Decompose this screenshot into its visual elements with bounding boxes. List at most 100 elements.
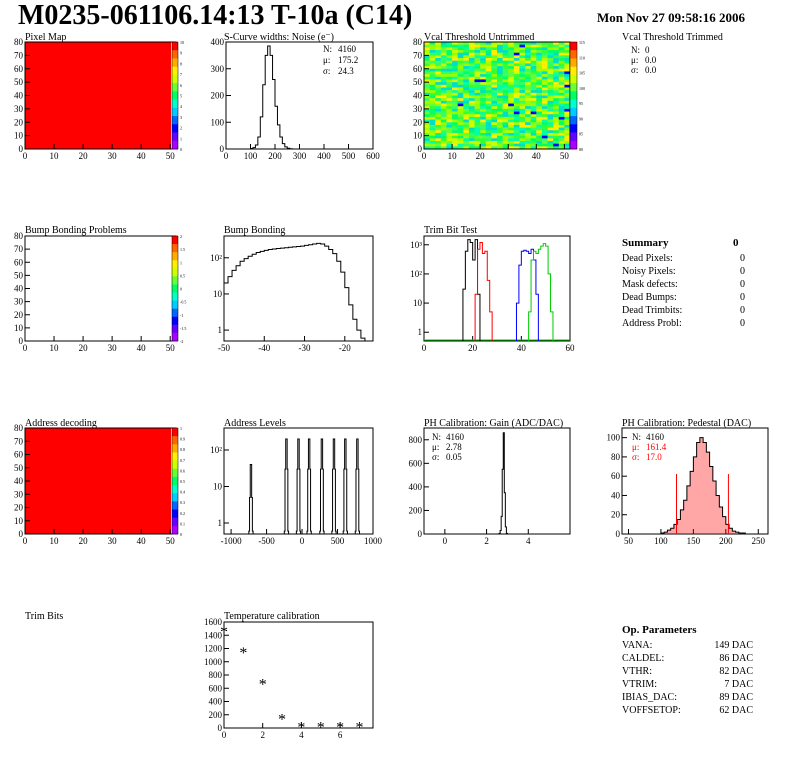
temperature-point: * — [239, 645, 247, 662]
vcal-cell — [502, 76, 509, 80]
vcal-cell — [474, 82, 481, 86]
vcal-cell — [485, 52, 492, 56]
vcal-cell — [424, 103, 430, 107]
vcal-cell — [541, 47, 548, 51]
vcal-cell — [485, 92, 492, 96]
vcal-cell — [474, 87, 481, 91]
vcal-cell — [541, 98, 548, 102]
vcal-cell — [440, 114, 447, 118]
address-level-peak — [331, 438, 337, 534]
x-tick-label: 300 — [293, 151, 307, 161]
vcal-cell — [491, 119, 498, 123]
vcal-cell — [530, 103, 537, 107]
vcal-cell — [547, 68, 554, 72]
ph-pedestal-stat-label: μ: — [632, 442, 639, 452]
vcal-cell — [547, 138, 554, 142]
vcal-cell — [547, 84, 554, 88]
vcal-cell — [485, 130, 492, 134]
y-tick-label: 600 — [209, 683, 223, 693]
vcal-cell — [525, 71, 531, 75]
address-level-peak — [342, 438, 348, 534]
vcal-cell — [553, 47, 560, 51]
vcal-cell — [446, 95, 453, 99]
x-tick-label: -500 — [258, 536, 275, 546]
vcal-cell — [474, 79, 481, 83]
vcal-cell — [553, 74, 560, 78]
x-tick-label: 500 — [342, 151, 356, 161]
vcal-cell — [508, 44, 515, 48]
vcal-cell — [491, 71, 498, 75]
vcal-cell — [446, 50, 453, 53]
vcal-cell — [525, 76, 531, 80]
vcal-cell — [435, 116, 442, 120]
vcal-cell — [513, 92, 520, 96]
vcal-cell — [491, 76, 498, 80]
y-tick-label: 40 — [14, 284, 24, 294]
y-tick-label: 20 — [14, 117, 24, 127]
x-tick-label: -1000 — [221, 536, 242, 546]
vcal-cell — [530, 119, 537, 123]
vcal-cell — [558, 79, 565, 83]
vcal-palette-swatch — [570, 140, 577, 150]
vcal-cell — [547, 146, 554, 150]
vcal-cell — [452, 132, 458, 136]
vcal-cell — [525, 122, 531, 126]
vcal-cell — [536, 108, 543, 112]
pixel-map-palette-swatch — [172, 74, 178, 84]
vcal-cell — [497, 146, 503, 150]
vcal-trimmed-stat-label: μ: — [631, 55, 638, 65]
x-tick-label: 40 — [137, 343, 147, 353]
date-stamp: Mon Nov 27 09:58:16 2006 — [597, 10, 746, 25]
vcal-cell — [502, 74, 509, 78]
y-tick-label: 80 — [413, 37, 423, 47]
y-tick-label: 1 — [218, 518, 223, 528]
s-curve-stat-label: μ: — [323, 55, 330, 65]
vcal-cell — [424, 42, 430, 45]
vcal-cell — [446, 146, 453, 150]
vcal-cell — [541, 66, 548, 70]
vcal-cell — [502, 66, 509, 70]
vcal-cell — [446, 119, 453, 123]
vcal-cell — [536, 47, 543, 51]
vcal-cell — [435, 44, 442, 48]
vcal-cell — [525, 55, 531, 59]
vcal-cell — [440, 146, 447, 150]
vcal-cell — [536, 71, 543, 75]
vcal-cell — [452, 90, 458, 94]
vcal-cell — [440, 100, 447, 104]
vcal-cell — [530, 127, 537, 131]
vcal-cell — [564, 108, 571, 112]
pixel-map-palette-swatch — [172, 116, 178, 125]
y-tick-label: 10 — [413, 131, 423, 141]
vcal-cell — [452, 127, 458, 131]
vcal-cell — [541, 103, 548, 107]
vcal-cell — [446, 52, 453, 56]
x-tick-label: -40 — [258, 343, 270, 353]
y-tick-label: 1600 — [204, 617, 223, 627]
vcal-cell — [457, 103, 464, 107]
vcal-cell — [564, 55, 571, 59]
vcal-cell — [558, 100, 565, 104]
vcal-cell — [497, 68, 503, 72]
y-tick-label: 50 — [413, 77, 423, 87]
vcal-cell — [491, 143, 498, 147]
address-decoding-palette-label: 0.2 — [180, 511, 185, 516]
vcal-cell — [485, 87, 492, 91]
vcal-cell — [513, 138, 520, 142]
vcal-cell — [547, 58, 554, 62]
vcal-cell — [429, 135, 436, 139]
vcal-cell — [530, 100, 537, 104]
vcal-cell — [536, 95, 543, 99]
y-tick-label: 80 — [14, 231, 24, 241]
vcal-cell — [474, 140, 481, 144]
vcal-cell — [541, 146, 548, 150]
vcal-cell — [480, 84, 487, 88]
vcal-cell — [468, 92, 475, 96]
vcal-palette-label: 85 — [579, 132, 583, 137]
vcal-cell — [530, 135, 537, 139]
vcal-cell — [463, 82, 470, 86]
vcal-cell — [463, 108, 470, 112]
ph-pedestal-title: PH Calibration: Pedestal (DAC) — [622, 418, 751, 429]
temperature-point: * — [259, 676, 267, 693]
address-decoding-palette-label: 0.4 — [180, 490, 185, 495]
